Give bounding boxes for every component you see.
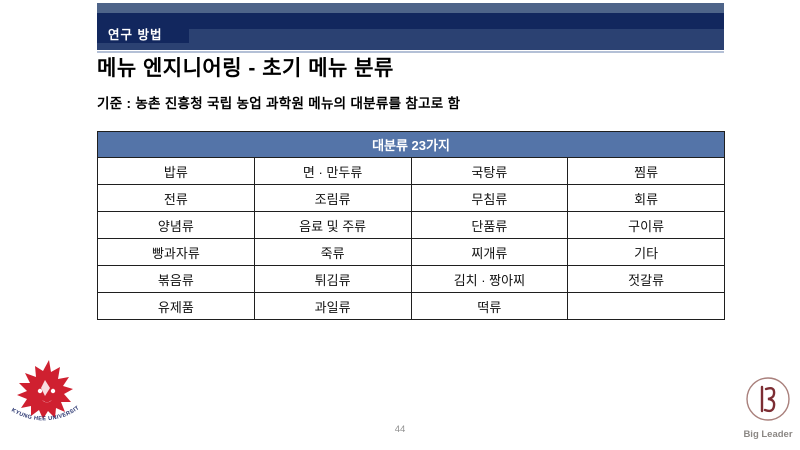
big-leader-logo: Big Leader <box>743 376 793 440</box>
table-cell: 튀김류 <box>253 265 412 293</box>
page-number: 44 <box>394 424 406 435</box>
table-cell: 조림류 <box>253 184 412 212</box>
table-cell: 젓갈류 <box>567 265 725 293</box>
table-cell: 단품류 <box>410 211 569 239</box>
criteria-text: 기준 : 농촌 진흥청 국립 농업 과학원 메뉴의 대분류를 참고로 함 <box>97 96 461 111</box>
table-cell: 무침류 <box>410 184 569 212</box>
table-cell <box>567 292 725 320</box>
table-cell: 유제품 <box>97 292 255 320</box>
table-row: 빵과자류 죽류 찌개류 기타 <box>97 238 725 266</box>
page-title: 메뉴 엔지니어링 - 초기 메뉴 분류 <box>97 57 394 80</box>
section-tab: 연구 방법 <box>97 13 189 43</box>
header-band-dark <box>97 13 724 29</box>
university-logo: KYUNG HEE UNIVERSITY <box>6 354 86 442</box>
table-header-row: 대분류 23가지 <box>97 131 725 158</box>
table-cell: 양념류 <box>97 211 255 239</box>
table-cell: 과일류 <box>253 292 412 320</box>
table-cell: 기타 <box>567 238 725 266</box>
table-cell: 밥류 <box>97 157 255 185</box>
menu-category-table: 대분류 23가지 밥류 면 · 만두류 국탕류 찜류 전류 조림류 무침류 회류 양념류 음료 및… <box>97 131 725 320</box>
table-row: 유제품 과일류 떡류 <box>97 292 725 320</box>
table-cell: 김치 · 짱아찌 <box>410 265 569 293</box>
header-band-mid <box>97 29 724 50</box>
table-row: 전류 조림류 무침류 회류 <box>97 184 725 212</box>
big-leader-label: Big Leader <box>743 429 793 440</box>
header-banner: 연구 방법 <box>97 3 724 53</box>
header-underline <box>97 51 724 53</box>
table-cell: 빵과자류 <box>97 238 255 266</box>
table-row: 밥류 면 · 만두류 국탕류 찜류 <box>97 157 725 185</box>
big-leader-emblem-icon <box>746 377 790 421</box>
table-cell: 회류 <box>567 184 725 212</box>
table-cell: 국탕류 <box>410 157 569 185</box>
table-row: 양념류 음료 및 주류 단품류 구이류 <box>97 211 725 239</box>
table-cell: 면 · 만두류 <box>253 157 412 185</box>
table-header-cell: 대분류 23가지 <box>97 131 725 158</box>
table-cell: 찌개류 <box>410 238 569 266</box>
table-cell: 구이류 <box>567 211 725 239</box>
kyung-hee-lion-icon: KYUNG HEE UNIVERSITY <box>6 354 80 422</box>
table-cell: 전류 <box>97 184 255 212</box>
table-row: 볶음류 튀김류 김치 · 짱아찌 젓갈류 <box>97 265 725 293</box>
table-cell: 볶음류 <box>97 265 255 293</box>
section-tab-label: 연구 방법 <box>108 28 163 42</box>
table-cell: 떡류 <box>410 292 569 320</box>
table-cell: 죽류 <box>253 238 412 266</box>
header-band-light <box>97 3 724 13</box>
table-cell: 음료 및 주류 <box>253 211 412 239</box>
table-cell: 찜류 <box>567 157 725 185</box>
